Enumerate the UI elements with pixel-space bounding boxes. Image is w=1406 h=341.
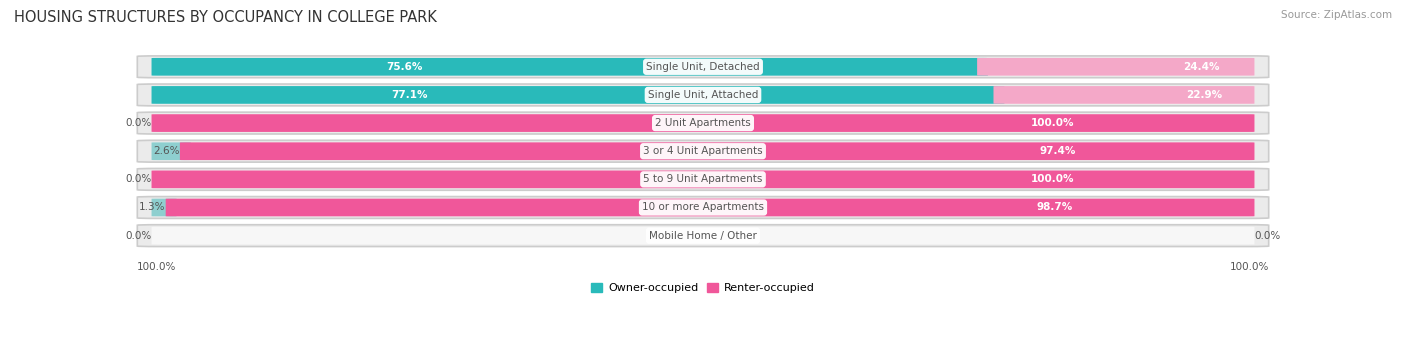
FancyBboxPatch shape [152, 86, 1254, 104]
Text: 0.0%: 0.0% [125, 118, 152, 128]
FancyBboxPatch shape [152, 58, 1254, 76]
FancyBboxPatch shape [180, 142, 1254, 160]
FancyBboxPatch shape [152, 114, 1254, 132]
Text: Source: ZipAtlas.com: Source: ZipAtlas.com [1281, 10, 1392, 20]
Text: 0.0%: 0.0% [1254, 231, 1281, 241]
FancyBboxPatch shape [152, 198, 1254, 216]
FancyBboxPatch shape [138, 196, 1268, 219]
Text: 24.4%: 24.4% [1182, 62, 1219, 72]
Text: 3 or 4 Unit Apartments: 3 or 4 Unit Apartments [643, 146, 763, 156]
FancyBboxPatch shape [138, 225, 1268, 247]
Text: 97.4%: 97.4% [1039, 146, 1076, 156]
Text: 100.0%: 100.0% [1031, 174, 1074, 184]
FancyBboxPatch shape [152, 114, 1254, 132]
FancyBboxPatch shape [994, 86, 1254, 104]
Text: 5 to 9 Unit Apartments: 5 to 9 Unit Apartments [644, 174, 762, 184]
Text: 75.6%: 75.6% [387, 62, 423, 72]
FancyBboxPatch shape [152, 86, 1004, 104]
Text: 22.9%: 22.9% [1185, 90, 1222, 100]
Legend: Owner-occupied, Renter-occupied: Owner-occupied, Renter-occupied [586, 279, 820, 298]
FancyBboxPatch shape [152, 227, 1254, 244]
Text: 100.0%: 100.0% [1031, 118, 1074, 128]
Text: 2 Unit Apartments: 2 Unit Apartments [655, 118, 751, 128]
FancyBboxPatch shape [152, 142, 191, 160]
FancyBboxPatch shape [152, 58, 988, 76]
FancyBboxPatch shape [166, 198, 1254, 216]
FancyBboxPatch shape [152, 198, 177, 216]
FancyBboxPatch shape [138, 56, 1268, 78]
Text: 1.3%: 1.3% [139, 203, 166, 212]
Text: 0.0%: 0.0% [125, 231, 152, 241]
FancyBboxPatch shape [152, 142, 1254, 160]
FancyBboxPatch shape [138, 140, 1268, 162]
FancyBboxPatch shape [152, 170, 1254, 188]
FancyBboxPatch shape [138, 168, 1268, 190]
Text: 77.1%: 77.1% [391, 90, 427, 100]
Text: 98.7%: 98.7% [1036, 203, 1073, 212]
Text: Single Unit, Detached: Single Unit, Detached [647, 62, 759, 72]
Text: 0.0%: 0.0% [125, 174, 152, 184]
Text: Mobile Home / Other: Mobile Home / Other [650, 231, 756, 241]
FancyBboxPatch shape [138, 84, 1268, 106]
Text: 2.6%: 2.6% [153, 146, 180, 156]
FancyBboxPatch shape [138, 112, 1268, 134]
FancyBboxPatch shape [977, 58, 1254, 76]
Text: Single Unit, Attached: Single Unit, Attached [648, 90, 758, 100]
Text: HOUSING STRUCTURES BY OCCUPANCY IN COLLEGE PARK: HOUSING STRUCTURES BY OCCUPANCY IN COLLE… [14, 10, 437, 25]
Text: 10 or more Apartments: 10 or more Apartments [643, 203, 763, 212]
FancyBboxPatch shape [152, 170, 1254, 188]
